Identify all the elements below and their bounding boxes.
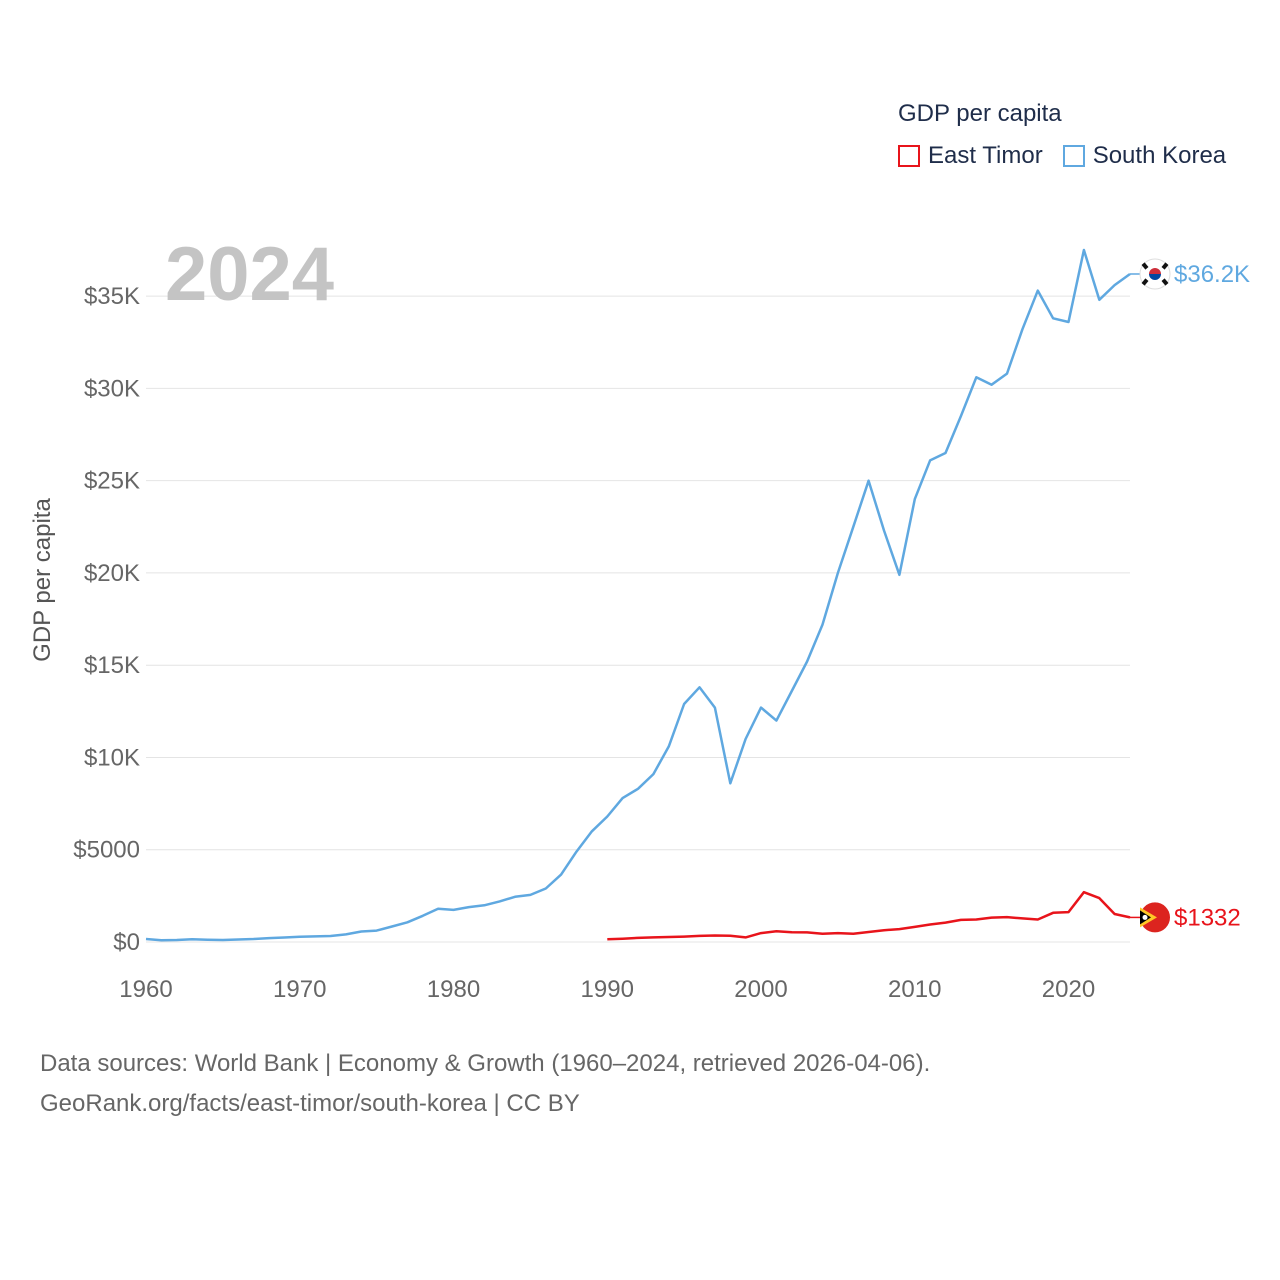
x-tick-label: 2010 xyxy=(888,976,941,1003)
series-line-south-korea xyxy=(145,248,1131,942)
legend-item-south-korea[interactable]: South Korea xyxy=(1062,142,1227,170)
data-sources-text: Data sources: World Bank | Economy & Gro… xyxy=(40,1050,931,1077)
end-label-south-korea: $36.2K xyxy=(1174,261,1250,288)
x-tick-label: 1970 xyxy=(273,976,326,1003)
x-tick-label: 2020 xyxy=(1042,976,1095,1003)
y-tick-label: $25K xyxy=(84,468,140,495)
y-tick-label: $0 xyxy=(113,929,140,956)
end-label-east-timor: $1332 xyxy=(1174,904,1241,931)
y-tick-label: $20K xyxy=(84,560,140,587)
series-lines xyxy=(145,248,1131,942)
south-korea-flag-icon xyxy=(1139,258,1171,290)
x-tick-label: 1960 xyxy=(119,976,172,1003)
source-url-text: GeoRank.org/facts/east-timor/south-korea… xyxy=(40,1090,580,1117)
y-tick-label: $35K xyxy=(84,283,140,310)
y-axis-label: GDP per capita xyxy=(29,498,56,662)
legend-swatch-south-korea xyxy=(1062,145,1085,167)
x-tick-label: 1980 xyxy=(427,976,480,1003)
legend-label-east-timor: East Timor xyxy=(928,142,1043,169)
east-timor-flag-icon xyxy=(1140,902,1170,933)
y-tick-label: $15K xyxy=(84,652,140,679)
series-line-east-timor xyxy=(607,890,1131,941)
y-tick-label: $5000 xyxy=(73,837,140,864)
year-watermark: 2024 xyxy=(165,232,334,317)
legend-label-south-korea: South Korea xyxy=(1092,142,1227,169)
gridlines xyxy=(146,295,1130,943)
x-axis-ticks: 1960 1970 1980 1990 2000 2010 2020 xyxy=(119,976,1095,1003)
legend-item-east-timor[interactable]: East Timor xyxy=(898,142,1043,170)
x-tick-label: 1990 xyxy=(581,976,634,1003)
y-tick-label: $10K xyxy=(84,744,140,771)
series-end-labels: $1332 $36.2K xyxy=(1130,258,1250,933)
legend-swatch-east-timor xyxy=(898,145,920,167)
x-tick-label: 2000 xyxy=(734,976,787,1003)
legend: East Timor South Korea xyxy=(898,142,1246,170)
footer: Data sources: World Bank | Economy & Gro… xyxy=(40,1044,930,1124)
legend-title: GDP per capita xyxy=(898,100,1062,127)
y-tick-label: $30K xyxy=(84,375,140,402)
y-axis-ticks: $0 $5000 $10K $15K $20K $25K $30K $35K xyxy=(73,283,140,956)
